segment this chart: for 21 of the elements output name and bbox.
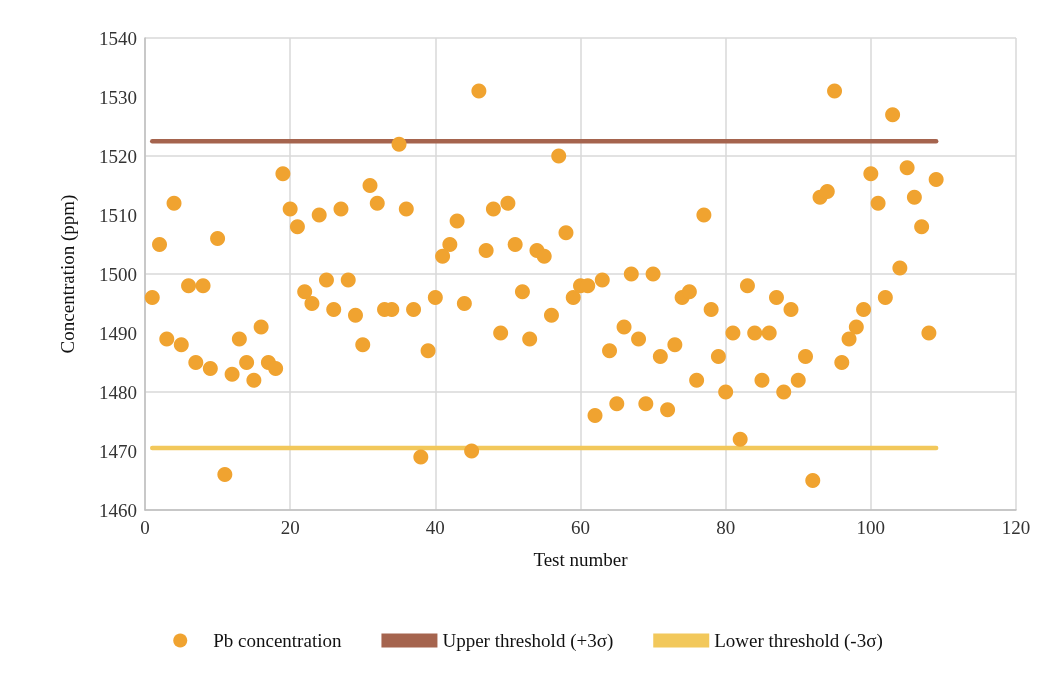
y-tick-label: 1500: [99, 263, 137, 285]
y-tick-label: 1490: [99, 322, 137, 344]
x-axis-title: Test number: [533, 549, 629, 570]
x-tick-label: 20: [280, 517, 300, 538]
x-tick-label: 0: [140, 517, 150, 538]
legend-label: Upper threshold (+3σ): [442, 630, 614, 652]
y-tick-label: 1460: [99, 499, 137, 521]
y-tick-label: 1510: [99, 204, 137, 226]
x-tick-label: 100: [856, 517, 886, 538]
legend-label: Pb concentration: [213, 630, 342, 651]
y-tick-label: 1480: [99, 381, 137, 403]
y-tick-label: 1470: [99, 440, 137, 462]
legend-label: Lower threshold (-3σ): [714, 630, 883, 652]
x-tick-label: 60: [571, 517, 590, 538]
y-tick-label: 1520: [99, 145, 137, 167]
y-axis-title: Concentration (ppm): [57, 194, 79, 354]
y-tick-label: 1540: [99, 27, 137, 49]
y-tick-label: 1530: [99, 86, 137, 108]
x-tick-label: 80: [716, 517, 736, 538]
x-tick-label: 40: [425, 517, 445, 538]
x-tick-label: 120: [1001, 517, 1031, 538]
